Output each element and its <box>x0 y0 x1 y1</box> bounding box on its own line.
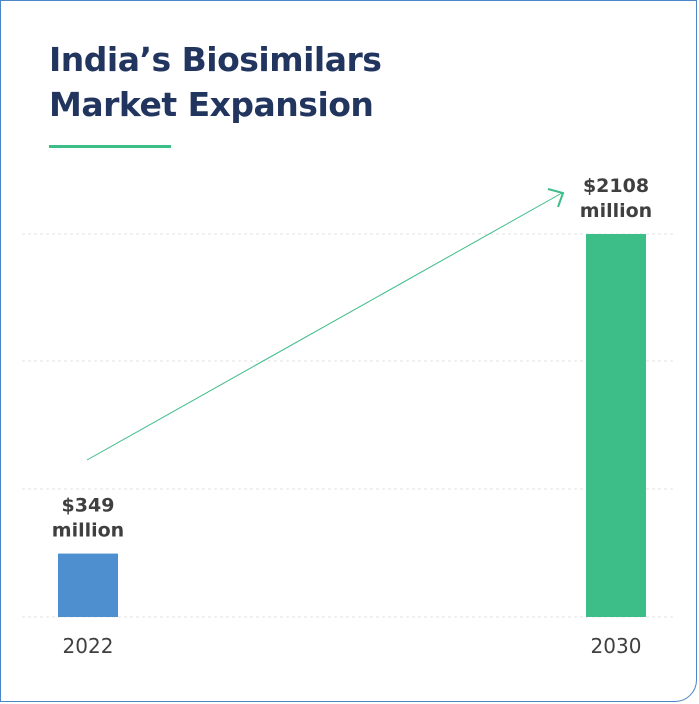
trend-arrow-head <box>547 188 565 208</box>
gridlines <box>22 233 676 618</box>
bar-value-label: $2108 <box>583 175 649 197</box>
bar-value-label: $349 <box>62 495 115 517</box>
bars-group <box>58 234 646 617</box>
bar-2030 <box>586 234 646 617</box>
title-underline <box>49 145 171 148</box>
chart-title-line-2: Market Expansion <box>49 85 374 124</box>
trend-arrow-line <box>86 192 563 461</box>
x-tick-label: 2022 <box>63 634 114 658</box>
bar-2022 <box>58 553 118 617</box>
bar-unit-label: million <box>580 200 652 222</box>
x-tick-label: 2030 <box>591 634 642 658</box>
chart-title-line-1: India’s Biosimilars <box>49 40 382 79</box>
labels-group: $349 million 2022 $2108 million 2030 <box>52 175 652 658</box>
chart-title: India’s Biosimilars Market Expansion <box>49 37 382 127</box>
bar-unit-label: million <box>52 520 124 542</box>
